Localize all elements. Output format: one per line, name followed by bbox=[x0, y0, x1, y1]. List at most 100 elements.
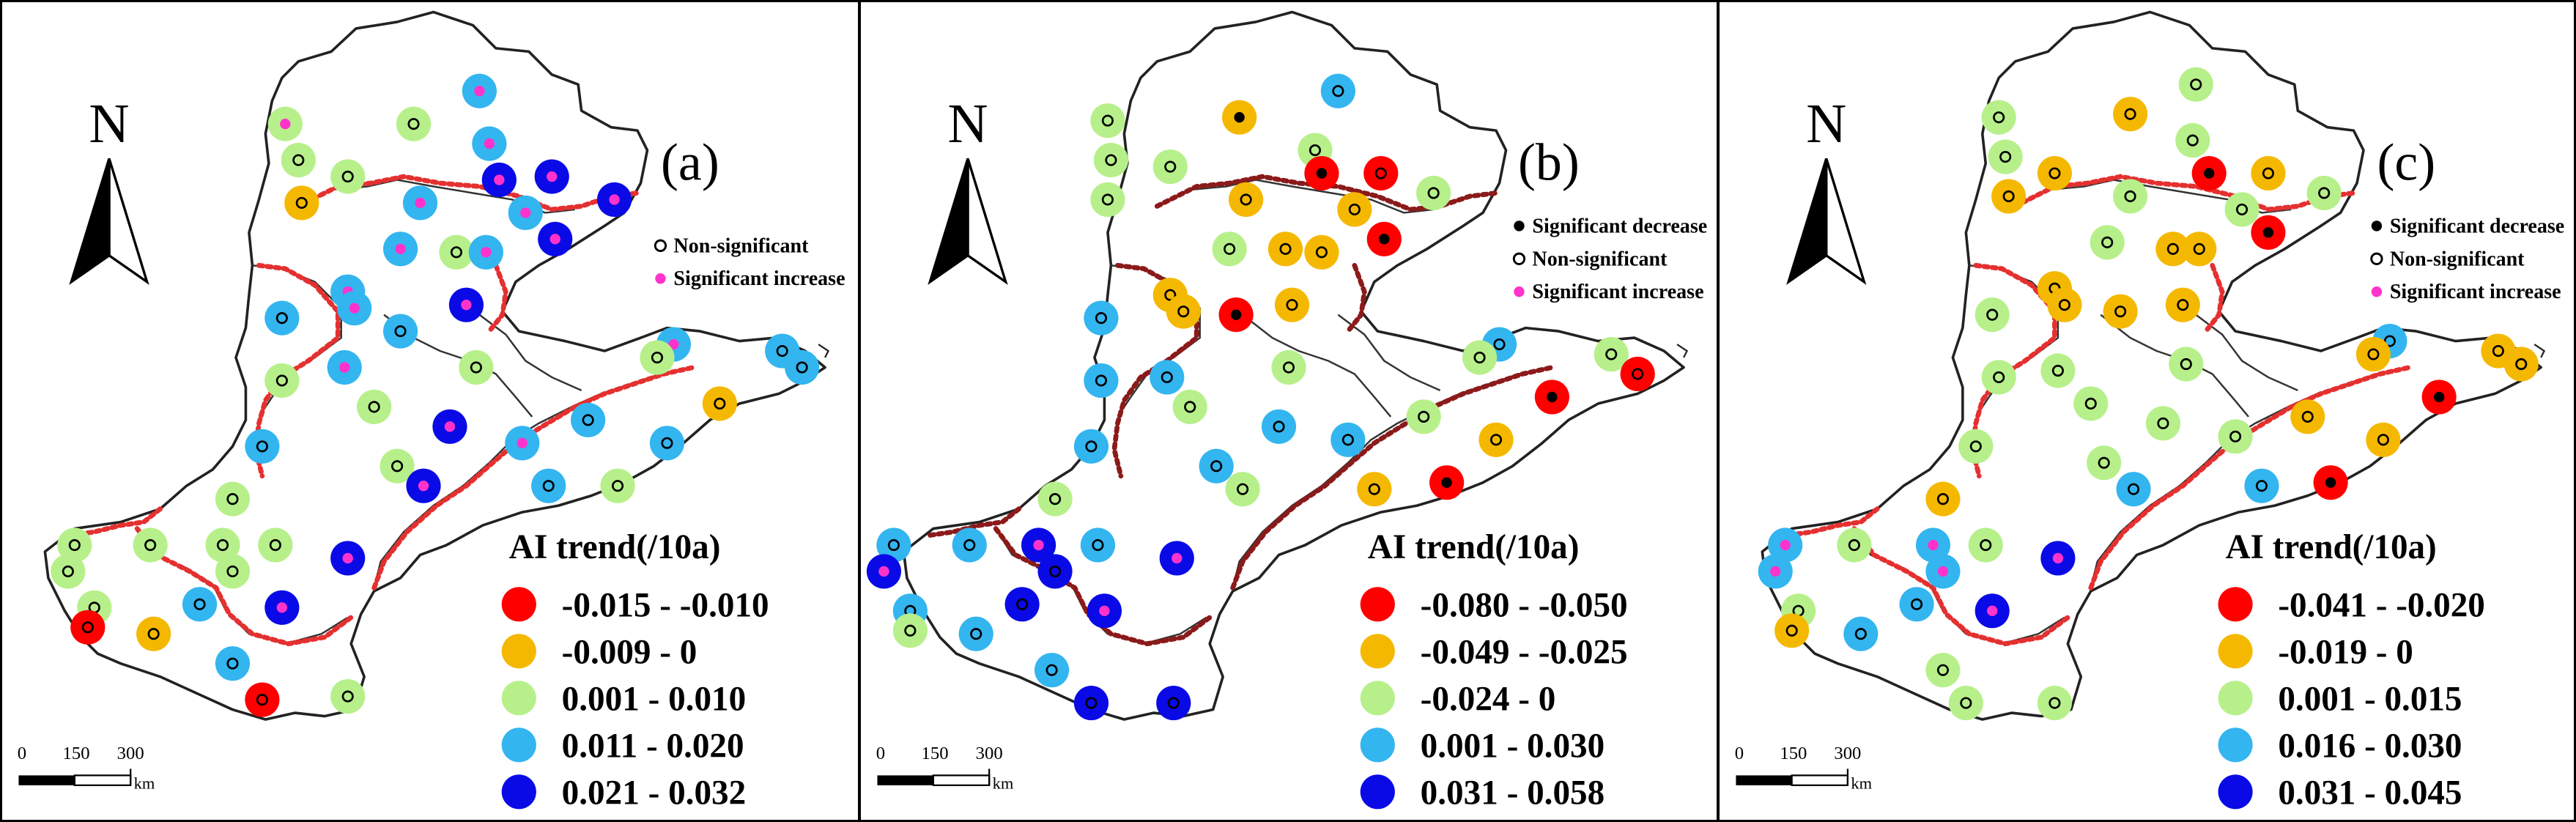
station-marker bbox=[2421, 379, 2457, 415]
nonsignificant-mark bbox=[1164, 160, 1177, 173]
legend-class-swatch bbox=[501, 681, 536, 716]
nonsignificant-mark bbox=[256, 440, 268, 453]
scale-tick-label: 150 bbox=[63, 744, 90, 763]
nonsignificant-mark bbox=[963, 538, 976, 552]
legend-class-label: 0.001 - 0.015 bbox=[2278, 681, 2462, 719]
nonsignificant-mark bbox=[341, 170, 354, 183]
trend-class-circle bbox=[1988, 139, 2023, 174]
trend-class-circle bbox=[1948, 685, 1983, 721]
trend-class-circle bbox=[382, 314, 418, 349]
significance-label: Non-significant bbox=[2390, 248, 2525, 270]
scale-segment-dark bbox=[1736, 775, 1792, 785]
significant-increase-mark bbox=[609, 194, 620, 205]
station-marker bbox=[1021, 527, 1056, 563]
station-marker bbox=[702, 386, 737, 421]
nonsignificant-mark bbox=[2048, 697, 2061, 709]
trend-class-circle bbox=[1212, 232, 1247, 267]
nonsignificant-mark bbox=[2367, 348, 2380, 360]
station-marker bbox=[245, 429, 280, 464]
nonsignificant-mark bbox=[147, 628, 160, 640]
legend-class-label: -0.024 - 0 bbox=[1421, 681, 1556, 719]
trend-class-circle bbox=[133, 527, 168, 563]
station-marker bbox=[1159, 541, 1194, 576]
dashed-boundary bbox=[1345, 262, 1367, 334]
trend-class-circle bbox=[284, 185, 319, 221]
nonsignificant-mark bbox=[1101, 114, 1114, 127]
scale-tick-label: 300 bbox=[976, 744, 1003, 763]
trend-class-circle bbox=[1073, 429, 1109, 464]
nonsignificant-mark bbox=[1332, 85, 1344, 97]
nonsignificant-mark bbox=[391, 460, 404, 473]
nonsignificant-mark bbox=[1993, 371, 2005, 384]
nonsignificant-mark bbox=[275, 374, 288, 387]
trend-class-circle bbox=[2366, 422, 2401, 457]
significant-increase-mark bbox=[474, 86, 485, 97]
station-marker bbox=[2103, 294, 2138, 329]
station-marker bbox=[1271, 349, 1306, 385]
trend-class-circle bbox=[600, 468, 635, 503]
scale-tick-label: 150 bbox=[922, 744, 949, 763]
nonsignificant-mark bbox=[651, 351, 664, 364]
nonsignificant-mark bbox=[341, 690, 354, 703]
station-marker bbox=[51, 554, 86, 589]
station-marker bbox=[481, 162, 517, 198]
trend-class-circle bbox=[1363, 155, 1399, 191]
significant-increase-mark bbox=[494, 174, 505, 185]
legend-class-swatch bbox=[501, 587, 536, 622]
nonsignificant-mark bbox=[1273, 421, 1285, 433]
nonsignificant-mark bbox=[2229, 430, 2242, 443]
significant-increase-mark bbox=[1780, 539, 1791, 551]
nonsignificant-mark bbox=[2166, 242, 2179, 255]
trend-class-circle bbox=[1199, 448, 1234, 484]
north-arrow-label: N bbox=[89, 92, 129, 155]
significant-increase-mark bbox=[484, 138, 495, 149]
station-marker bbox=[1090, 103, 1125, 138]
station-marker bbox=[432, 409, 467, 444]
trend-class-circle bbox=[1968, 527, 2003, 563]
significant-increase-mark bbox=[481, 247, 492, 258]
scale-tick-label: 300 bbox=[1834, 744, 1861, 763]
station-marker bbox=[1034, 653, 1070, 688]
station-marker bbox=[2306, 175, 2342, 211]
nonsignificant-mark bbox=[2048, 167, 2061, 179]
station-marker bbox=[1406, 399, 1441, 434]
station-marker bbox=[1304, 234, 1339, 270]
trend-class-circle bbox=[1330, 422, 1366, 457]
station-marker bbox=[534, 159, 569, 194]
station-marker bbox=[2113, 179, 2148, 214]
station-marker bbox=[1925, 481, 1961, 516]
trend-class-circle bbox=[2073, 386, 2109, 421]
trend-class-circle bbox=[1152, 149, 1188, 185]
legend-class-swatch bbox=[1360, 681, 1395, 716]
significant-increase-mark bbox=[878, 566, 889, 577]
significant-increase-mark bbox=[349, 303, 360, 314]
nonsignificant-mark bbox=[1240, 193, 1252, 206]
nonsignificant-mark bbox=[2051, 364, 2064, 377]
significant-increase-mark bbox=[2052, 552, 2064, 564]
station-marker bbox=[2087, 445, 2122, 481]
station-marker bbox=[1534, 379, 1569, 415]
province-border bbox=[1337, 314, 1441, 392]
trend-class-circle bbox=[1594, 336, 1629, 372]
station-marker bbox=[205, 527, 240, 563]
legend-class-swatch bbox=[1360, 774, 1395, 810]
legend-class-label: 0.031 - 0.045 bbox=[2278, 774, 2462, 812]
station-marker bbox=[1037, 481, 1073, 516]
trend-class-circle bbox=[1229, 182, 1264, 218]
trend-class-circle bbox=[215, 646, 251, 681]
nonsignificant-mark bbox=[295, 196, 308, 210]
station-marker bbox=[1093, 142, 1128, 178]
nonsignificant-mark bbox=[68, 538, 81, 552]
dashed-boundary bbox=[1851, 526, 2070, 647]
station-marker bbox=[2169, 347, 2204, 382]
nonsignificant-mark bbox=[2101, 236, 2114, 248]
station-marker bbox=[468, 234, 503, 270]
map-panel-a: N (a) Non-significant Significant increas… bbox=[0, 0, 860, 822]
station-marker bbox=[2366, 422, 2401, 457]
province-border bbox=[478, 314, 582, 392]
legend-class-swatch bbox=[2218, 587, 2253, 622]
significance-label: Non-significant bbox=[673, 234, 809, 257]
significance-label: Significant increase bbox=[2390, 281, 2561, 303]
nonsignificant-mark bbox=[1210, 460, 1223, 473]
station-marker bbox=[264, 590, 300, 625]
